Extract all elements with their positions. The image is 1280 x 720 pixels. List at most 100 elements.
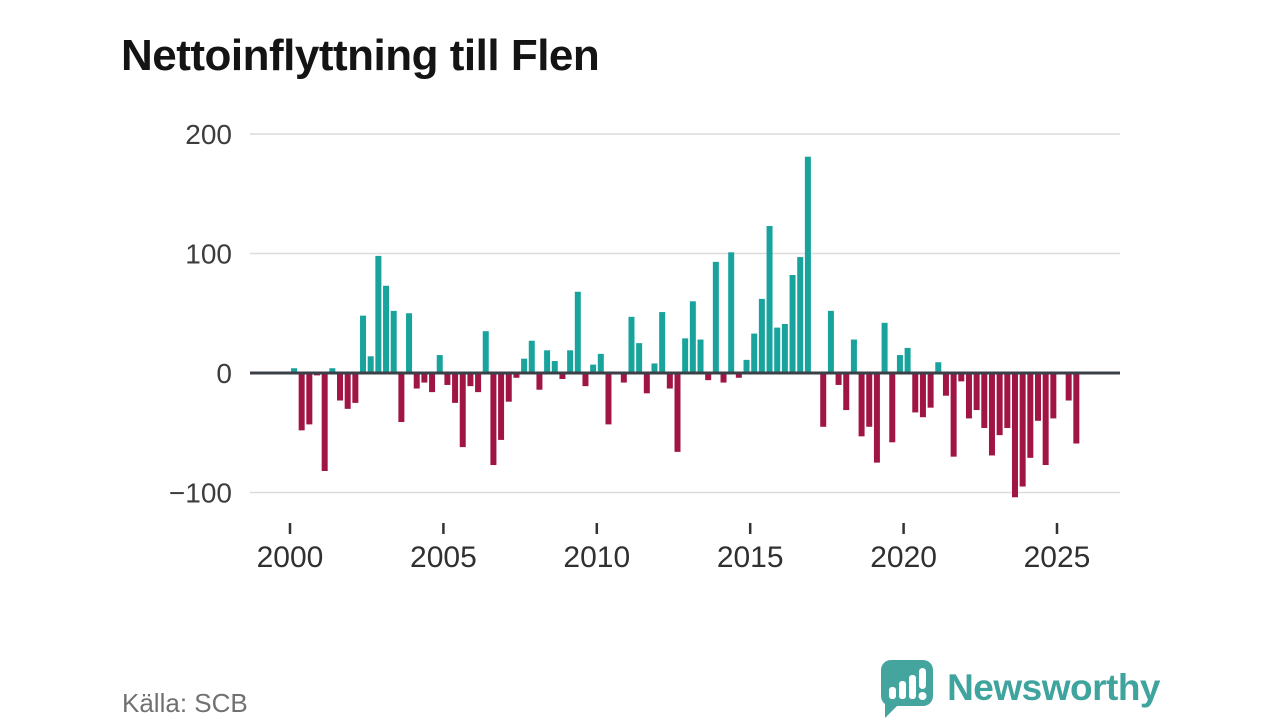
bar xyxy=(904,347,911,373)
bar xyxy=(958,373,965,382)
bar xyxy=(942,373,949,396)
bar xyxy=(329,368,336,373)
bar xyxy=(567,350,574,374)
bar xyxy=(498,373,505,440)
bar xyxy=(950,373,957,457)
bar xyxy=(590,364,597,373)
bar xyxy=(850,339,857,373)
bar xyxy=(774,327,781,373)
bar xyxy=(475,373,482,393)
bar xyxy=(436,355,443,373)
bar xyxy=(758,298,765,373)
bar xyxy=(912,373,919,413)
x-tick-label: 2010 xyxy=(563,541,630,574)
bar xyxy=(881,322,888,373)
bar xyxy=(766,226,773,373)
bar xyxy=(682,338,689,374)
bar xyxy=(889,373,896,443)
bar xyxy=(843,373,850,411)
bar xyxy=(743,359,750,374)
bar xyxy=(413,373,420,389)
bar xyxy=(896,355,903,373)
bar xyxy=(965,373,972,419)
bar xyxy=(597,353,604,373)
bar xyxy=(1027,373,1034,458)
bar xyxy=(337,373,344,401)
bar xyxy=(866,373,873,427)
bar xyxy=(398,373,405,422)
bar xyxy=(789,275,796,373)
x-axis-labels: 2000 2005 2010 2015 2020 2025 xyxy=(257,541,1091,574)
bar xyxy=(697,339,704,373)
bar xyxy=(367,356,374,373)
bar xyxy=(352,373,359,403)
bar xyxy=(490,373,497,466)
bar xyxy=(935,362,942,374)
y-axis-labels: 200 100 0 −100 xyxy=(169,119,232,509)
bar xyxy=(375,255,382,373)
bar xyxy=(919,373,926,418)
bar xyxy=(536,373,543,390)
bar xyxy=(636,343,643,374)
bar xyxy=(712,261,719,374)
bar xyxy=(459,373,466,448)
bar xyxy=(996,373,1003,436)
x-tick-label: 2000 xyxy=(257,541,324,574)
bar xyxy=(628,316,635,373)
bar xyxy=(973,373,980,411)
bar xyxy=(467,373,474,387)
bar xyxy=(804,156,811,373)
bar xyxy=(927,373,934,408)
bar xyxy=(751,333,758,373)
bar xyxy=(582,373,589,387)
source-label: Källa: SCB xyxy=(122,688,248,718)
bar xyxy=(390,310,397,373)
bar xyxy=(521,358,528,373)
x-axis-tick-marks xyxy=(288,523,1059,534)
bar xyxy=(383,285,390,373)
bar xyxy=(406,313,413,373)
bar xyxy=(298,373,305,431)
bar xyxy=(781,324,788,373)
bar xyxy=(421,373,428,383)
bar xyxy=(444,373,451,385)
bar xyxy=(551,361,558,373)
bar xyxy=(544,350,551,374)
bar xyxy=(735,373,742,378)
bar xyxy=(981,373,988,428)
gridlines xyxy=(250,133,1120,494)
bar xyxy=(528,340,535,374)
bar xyxy=(559,373,566,379)
bar xyxy=(291,368,297,373)
bar xyxy=(321,373,328,471)
bar xyxy=(659,312,666,374)
bar-chart-speech-bubble-icon xyxy=(881,660,934,718)
x-tick-label: 2020 xyxy=(870,541,937,574)
bar xyxy=(705,373,712,381)
y-tick-label: −100 xyxy=(169,478,232,509)
bar xyxy=(988,373,995,456)
x-tick-label: 2005 xyxy=(410,541,477,574)
bar xyxy=(1073,373,1080,444)
bar xyxy=(605,373,612,425)
page-title: Nettoinflyttning till Flen xyxy=(121,31,600,81)
bar xyxy=(651,363,658,373)
bar xyxy=(360,315,367,373)
bar xyxy=(873,373,880,463)
bars-group xyxy=(291,156,1080,498)
bar xyxy=(820,373,827,427)
bar xyxy=(344,373,351,409)
y-tick-label: 200 xyxy=(185,119,232,150)
y-tick-label: 0 xyxy=(216,358,232,389)
bar xyxy=(643,373,650,394)
x-tick-label: 2015 xyxy=(717,541,784,574)
bar xyxy=(452,373,459,403)
newsworthy-logo: Newsworthy xyxy=(875,657,1160,719)
y-tick-label: 100 xyxy=(185,239,232,270)
bar xyxy=(1004,373,1011,428)
bar xyxy=(505,373,512,402)
bar xyxy=(666,373,673,389)
x-tick-label: 2025 xyxy=(1024,541,1091,574)
bar xyxy=(858,373,865,437)
